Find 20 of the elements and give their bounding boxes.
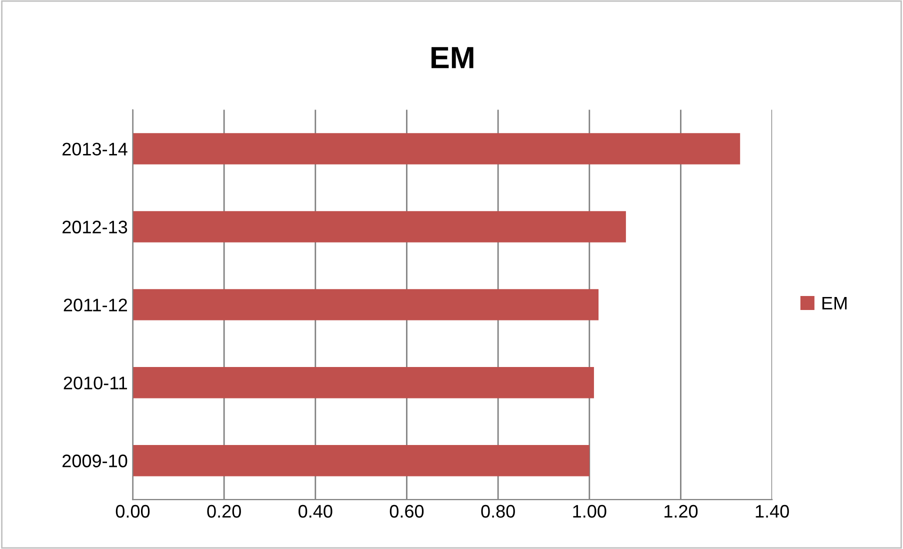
chart-title: EM bbox=[432, 47, 474, 68]
legend-label: EM bbox=[822, 296, 847, 310]
x-tick-label: 0.20 bbox=[207, 504, 241, 518]
x-tick-label: 0.40 bbox=[298, 504, 332, 518]
y-tick-label: 2011-12 bbox=[64, 298, 127, 312]
y-tick-label: 2009-10 bbox=[62, 454, 128, 468]
y-tick-label: 2010-11 bbox=[64, 376, 128, 390]
x-tick-label: 1.20 bbox=[664, 504, 698, 518]
x-tick-label: 0.60 bbox=[390, 504, 424, 518]
x-tick-label: 0.00 bbox=[116, 504, 150, 518]
y-tick-label: 2013-14 bbox=[62, 142, 128, 156]
bar bbox=[132, 289, 599, 320]
bar bbox=[132, 133, 740, 164]
x-tick-label: 0.80 bbox=[481, 504, 515, 518]
x-tick-label: 1.40 bbox=[756, 504, 789, 518]
bar bbox=[132, 211, 626, 242]
x-tick-label: 1.00 bbox=[573, 504, 606, 518]
bar bbox=[132, 367, 594, 398]
bar bbox=[132, 445, 590, 476]
y-tick-label: 2012-13 bbox=[62, 220, 128, 234]
